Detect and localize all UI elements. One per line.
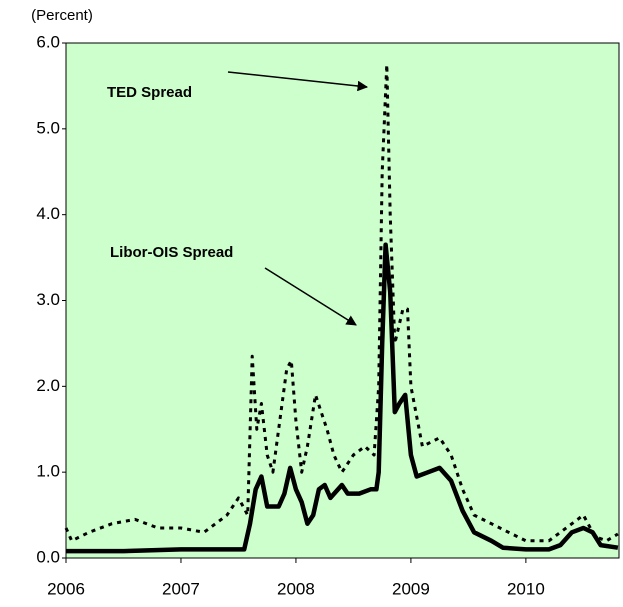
annotation-arrow — [264, 267, 357, 326]
series-line — [66, 242, 619, 554]
x-tick-label: 2008 — [277, 579, 315, 598]
series-line — [64, 63, 619, 543]
y-tick-label: 1.0 — [36, 462, 60, 481]
y-tick-label: 2.0 — [36, 376, 60, 395]
x-tick-label: 2009 — [392, 579, 430, 598]
y-tick-label: 4.0 — [36, 204, 60, 223]
x-tick-label: 2010 — [507, 579, 545, 598]
y-axis-label: (Percent) — [31, 7, 93, 24]
plot-area — [65, 42, 620, 559]
x-tick-label: 2006 — [47, 579, 85, 598]
annotation: TED Spread — [107, 84, 192, 101]
x-tick-label: 2007 — [162, 579, 200, 598]
y-tick-label: 6.0 — [36, 32, 60, 51]
annotation-arrow — [227, 71, 369, 92]
y-tick-label: 3.0 — [36, 290, 60, 309]
y-tick-label: 0.0 — [36, 547, 60, 566]
annotation: Libor-OIS Spread — [110, 244, 233, 261]
y-tick-label: 5.0 — [36, 118, 60, 137]
